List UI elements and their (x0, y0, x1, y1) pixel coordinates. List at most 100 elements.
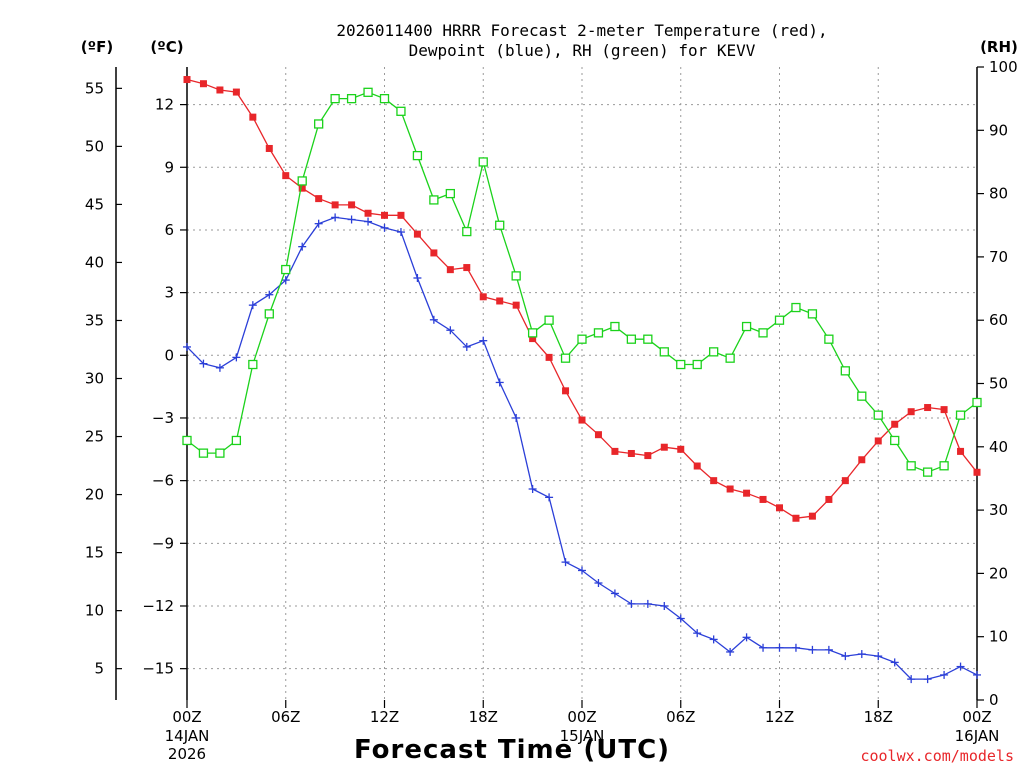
temperature-point (776, 504, 783, 512)
rh-point (281, 264, 291, 275)
rh-point (890, 435, 900, 446)
dewpoint-point (561, 558, 570, 567)
dewpoint-point (495, 378, 504, 387)
dewpoint-point (841, 652, 850, 661)
dewpoint-point (429, 315, 438, 324)
fahrenheit-tick-label: 20 (85, 486, 104, 504)
temperature-point (710, 477, 718, 485)
rh-point (264, 309, 274, 319)
rh-point (429, 195, 439, 205)
rh-point (709, 347, 719, 357)
rh-tick-label: 80 (989, 185, 1008, 203)
temperature-point (183, 76, 191, 84)
x-tick-label: 18Z (864, 708, 893, 726)
rh-unit-label: (RH) (980, 38, 1018, 56)
celsius-tick-label: 3 (164, 284, 174, 302)
x-tick-label: 00Z (567, 708, 596, 726)
dewpoint-point (594, 579, 603, 588)
dewpoint-point (265, 290, 274, 299)
dewpoint-point (742, 633, 751, 642)
fahrenheit-tick-label: 30 (85, 370, 104, 388)
dewpoint-point (512, 413, 521, 422)
rh-point (511, 271, 521, 281)
dewpoint-point (709, 635, 718, 644)
dewpoint-point (528, 485, 537, 493)
rh-point (396, 106, 406, 116)
dewpoint-point (791, 643, 800, 652)
rh-point (857, 391, 867, 401)
celsius-tick-label: −12 (142, 597, 174, 615)
celsius-tick-label: 6 (164, 221, 174, 239)
rh-point (412, 150, 423, 161)
fahrenheit-tick-label: 45 (85, 195, 104, 213)
dewpoint-point (907, 675, 916, 684)
temperature-point (743, 489, 751, 497)
dewpoint-series (183, 213, 981, 684)
dewpoint-point (660, 601, 669, 610)
temperature-point (348, 201, 356, 209)
x-tick-date-label: 14JAN (165, 727, 210, 745)
dewpoint-point (248, 301, 257, 310)
temperature-point (874, 437, 882, 445)
dewpoint-point (824, 645, 833, 654)
rh-point (495, 220, 505, 230)
fahrenheit-unit-label: (ºF) (81, 38, 113, 56)
rh-point (659, 347, 669, 357)
rh-point (955, 410, 966, 420)
dewpoint-point (627, 599, 636, 608)
dewpoint-point (347, 215, 356, 224)
rh-point (363, 87, 373, 97)
celsius-unit-label: (ºC) (150, 38, 183, 56)
dewpoint-point (298, 242, 307, 251)
temperature-point (611, 447, 619, 455)
dewpoint-point (545, 493, 554, 502)
rh-point (791, 302, 801, 313)
dewpoint-point (676, 614, 685, 623)
rh-point (445, 188, 455, 199)
dewpoint-point (726, 647, 735, 656)
temperature-point (265, 144, 273, 152)
rh-tick-label: 100 (989, 58, 1018, 76)
temperature-point (627, 449, 635, 457)
rh-point (922, 467, 933, 477)
temperature-point (792, 514, 800, 522)
temperature-point (825, 495, 833, 503)
series-layer (182, 76, 982, 684)
fahrenheit-tick-label: 40 (85, 253, 104, 271)
rh-tick-label: 70 (989, 248, 1008, 266)
celsius-tick-label: 12 (155, 96, 174, 114)
rh-point (231, 435, 242, 446)
rh-point (248, 359, 258, 370)
temperature-point (496, 297, 504, 305)
temperature-point (298, 184, 306, 192)
rh-point (692, 359, 702, 370)
temperature-point (924, 404, 932, 412)
celsius-tick-label: −3 (152, 409, 174, 427)
dewpoint-point (874, 652, 883, 661)
dewpoint-point (396, 228, 405, 237)
dewpoint-point (413, 274, 422, 282)
temperature-point (578, 416, 586, 424)
rh-point (346, 94, 357, 104)
dewpoint-point (331, 213, 340, 222)
temperature-point (315, 195, 323, 203)
temperature-point (249, 113, 257, 121)
x-tick-date-label: 15JAN (560, 727, 605, 745)
rh-point (379, 94, 390, 104)
dewpoint-point (314, 219, 323, 228)
temperature-point (545, 353, 553, 361)
dewpoint-point (462, 342, 471, 351)
temperature-point (907, 408, 915, 416)
dewpoint-point (890, 658, 899, 667)
rh-point (560, 353, 571, 363)
dewpoint-point (380, 223, 389, 232)
temperature-point (841, 477, 849, 485)
fahrenheit-tick-label: 55 (85, 79, 104, 97)
rh-point (610, 321, 620, 332)
celsius-tick-label: −6 (152, 472, 174, 490)
chart-title-line2: Dewpoint (blue), RH (green) for KEVV (409, 41, 756, 60)
rh-tick-label: 90 (989, 121, 1008, 139)
temperature-point (413, 230, 421, 238)
grid-lines (187, 67, 977, 700)
